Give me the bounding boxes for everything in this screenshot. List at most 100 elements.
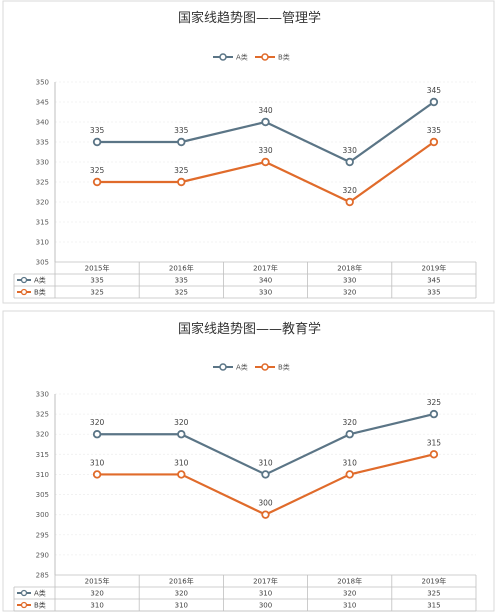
table-cell-value: 310 (259, 590, 272, 598)
y-tick-label: 285 (36, 572, 49, 580)
table-cell-value: 330 (343, 277, 356, 285)
table-cell-value: 315 (427, 602, 440, 610)
data-point (429, 409, 439, 419)
table-legend-marker (20, 601, 28, 609)
table-cell-value: 335 (90, 277, 103, 285)
data-label: 320 (343, 418, 358, 427)
table-cell-value: 310 (90, 602, 103, 610)
table-cell-value: 310 (175, 602, 188, 610)
line-chart-management: 国家线趋势图——管理学 A类 B类 305 310 315 320 325 330 335 340 3… (2, 0, 495, 304)
data-point (345, 197, 354, 207)
data-label: 330 (258, 146, 273, 155)
table-cell-value: 320 (343, 289, 356, 297)
data-point (261, 510, 270, 519)
data-label: 315 (427, 438, 442, 447)
y-tick-label: 340 (36, 119, 49, 127)
data-point (92, 137, 102, 147)
line-chart-education: 国家线趋势图——教育学 A类 B类 285 290 295 300 305 310 315 320 3… (2, 310, 495, 612)
data-point (177, 470, 186, 479)
table-legend-marker (20, 288, 28, 296)
data-point (429, 450, 439, 459)
table-cell-value: 335 (175, 277, 188, 285)
y-tick-label: 320 (36, 431, 49, 439)
data-point (429, 137, 439, 147)
data-point (345, 430, 354, 439)
legend-label-0: A类 (236, 363, 248, 372)
data-point (345, 157, 354, 167)
data-label: 310 (343, 458, 358, 467)
y-tick-label: 290 (36, 551, 49, 559)
data-label: 325 (427, 398, 442, 407)
table-cell-value: 335 (427, 289, 440, 297)
table-cell-value: 310 (343, 602, 356, 610)
data-label: 325 (174, 166, 189, 175)
y-tick-label: 315 (36, 219, 49, 227)
chart-title: 国家线趋势图——管理学 (178, 10, 321, 26)
data-label: 310 (174, 458, 189, 467)
y-tick-label: 350 (36, 79, 49, 87)
x-tick-label: 2019年 (421, 264, 446, 273)
y-tick-label: 310 (36, 471, 49, 479)
chart-panel-education: 国家线趋势图——教育学 A类 B类 285 290 295 300 305 310 315 320 3… (0, 310, 499, 613)
y-tick-label: 315 (36, 451, 49, 459)
table-series-name: A类 (34, 589, 46, 598)
y-tick-label: 325 (36, 179, 49, 187)
table-cell-value: 320 (90, 590, 103, 598)
table-cell-value: 325 (175, 289, 188, 297)
y-tick-label: 310 (36, 239, 49, 247)
data-point (177, 430, 186, 439)
data-point (177, 177, 186, 187)
chart-title: 国家线趋势图——教育学 (178, 321, 321, 337)
data-label: 330 (343, 146, 358, 155)
y-tick-label: 330 (36, 391, 49, 399)
legend-label-0: A类 (236, 53, 248, 62)
x-tick-label: 2017年 (253, 264, 278, 273)
legend-marker-1 (261, 53, 269, 61)
x-tick-label: 2018年 (337, 577, 362, 586)
data-point (92, 470, 102, 479)
chart-border (2, 310, 495, 612)
y-tick-label: 330 (36, 159, 49, 167)
data-label: 320 (343, 186, 358, 195)
y-tick-label: 345 (36, 99, 49, 107)
data-point (92, 177, 102, 187)
data-point (261, 157, 270, 167)
data-point (345, 470, 354, 479)
legend-marker-0 (219, 53, 227, 61)
data-point (177, 137, 186, 147)
table-legend-marker (20, 589, 28, 597)
data-label: 320 (174, 418, 189, 427)
table-cell-value: 320 (343, 590, 356, 598)
legend-label-1: B类 (278, 53, 290, 62)
y-tick-label: 335 (36, 139, 49, 147)
data-label: 325 (90, 166, 105, 175)
y-tick-label: 295 (36, 531, 49, 539)
x-tick-label: 2017年 (253, 577, 278, 586)
y-tick-label: 300 (36, 511, 49, 519)
data-label: 335 (174, 126, 189, 135)
data-label: 320 (90, 418, 105, 427)
table-series-name: B类 (34, 601, 46, 610)
y-tick-label: 305 (36, 491, 49, 499)
chart-panel-management: 国家线趋势图——管理学 A类 B类 305 310 315 320 325 330 335 340 3… (0, 0, 499, 305)
table-cell-value: 345 (427, 277, 440, 285)
x-tick-label: 2015年 (85, 577, 110, 586)
table-cell-value: 330 (259, 289, 272, 297)
legend-marker-0 (219, 363, 227, 371)
data-point (429, 97, 439, 107)
data-label: 345 (427, 86, 442, 95)
data-label: 340 (258, 106, 273, 115)
y-tick-label: 305 (36, 259, 49, 267)
data-point (261, 117, 270, 127)
data-point (92, 430, 102, 439)
table-cell-value: 300 (259, 602, 272, 610)
data-label: 300 (258, 499, 273, 508)
legend-marker-1 (261, 363, 269, 371)
x-tick-label: 2016年 (169, 264, 194, 273)
data-label: 335 (90, 126, 105, 135)
y-tick-label: 325 (36, 411, 49, 419)
table-legend-marker (20, 276, 28, 284)
data-point (261, 470, 270, 479)
data-label: 310 (258, 458, 273, 467)
y-tick-label: 320 (36, 199, 49, 207)
